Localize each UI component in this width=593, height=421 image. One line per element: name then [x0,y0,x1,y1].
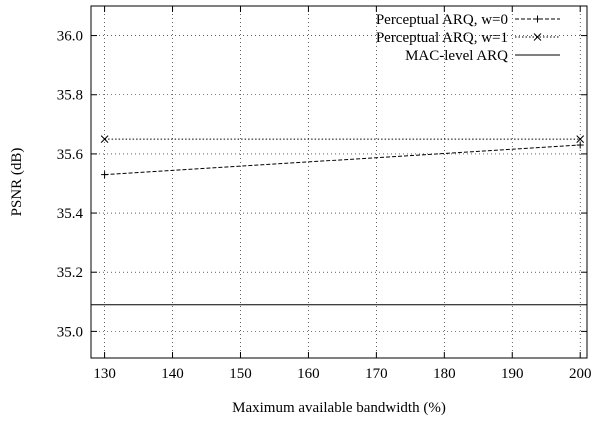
plus-marker [534,15,541,23]
axis-ticks: 130 140 150 160 170 180 190 200 35.0 35.2 35.4 35.6… [57,6,592,382]
legend-label: MAC-level ARQ [405,48,508,64]
x-axis-label: Maximum available bandwidth (%) [232,400,446,416]
y-tick-label: 35.0 [57,324,83,340]
x-tick-label: 130 [93,366,116,382]
x-tick-label: 150 [229,366,252,382]
cross-marker [533,33,542,41]
x-tick-label: 180 [433,366,456,382]
y-tick-label: 35.8 [57,88,83,104]
x-tick-label: 200 [569,366,592,382]
y-tick-label: 35.4 [57,206,84,222]
x-tick-label: 140 [161,366,184,382]
y-tick-label: 35.6 [57,147,84,163]
grid-lines [91,6,587,358]
series-layer [91,135,587,306]
y-tick-label: 35.2 [57,265,83,281]
x-tick-label: 170 [365,366,388,382]
series-line-0 [104,144,581,176]
legend-label: Perceptual ARQ, w=0 [376,12,508,28]
x-tick-label: 190 [501,366,524,382]
y-axis-label: PSNR (dB) [9,148,25,217]
cross-marker [576,135,585,143]
plus-marker [101,171,109,179]
cross-marker [100,135,109,143]
legend: Perceptual ARQ, w=0 Perceptual ARQ, w=1 MA… [376,12,560,64]
x-tick-label: 160 [297,366,320,382]
legend-label: Perceptual ARQ, w=1 [376,30,508,46]
plot-frame [90,5,588,359]
y-tick-label: 36.0 [57,29,83,45]
plus-marker [576,141,584,149]
